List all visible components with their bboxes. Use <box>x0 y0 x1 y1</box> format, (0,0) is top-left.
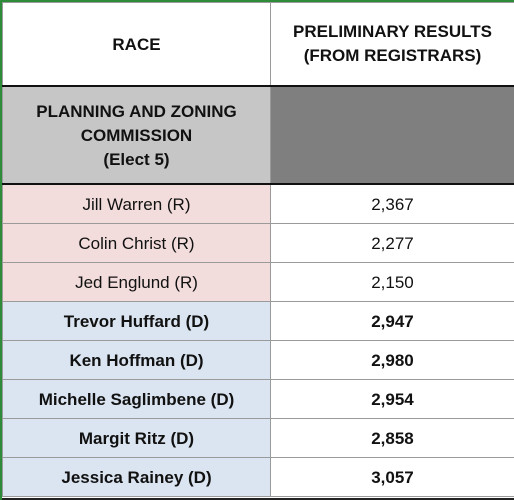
candidate-votes: 2,947 <box>270 301 514 341</box>
section-row: PLANNING AND ZONING COMMISSION (Elect 5) <box>2 85 514 185</box>
candidate-row: Colin Christ (R) 2,277 <box>2 223 514 263</box>
candidate-name: Colin Christ (R) <box>2 223 271 263</box>
candidate-votes: 2,954 <box>270 379 514 419</box>
candidate-name: Jessica Rainey (D) <box>2 457 271 497</box>
candidate-row: Trevor Huffard (D) 2,947 <box>2 301 514 341</box>
candidate-name: Margit Ritz (D) <box>2 418 271 458</box>
candidate-row: Jessica Rainey (D) 3,057 <box>2 457 514 497</box>
section-title-line1: PLANNING AND ZONING <box>36 102 237 121</box>
candidate-row: Margit Ritz (D) 2,858 <box>2 418 514 458</box>
candidate-name: Ken Hoffman (D) <box>2 340 271 380</box>
section-title-line3: (Elect 5) <box>103 150 170 169</box>
candidate-name: Michelle Saglimbene (D) <box>2 379 271 419</box>
candidate-votes: 2,858 <box>270 418 514 458</box>
candidate-name: Trevor Huffard (D) <box>2 301 271 341</box>
candidate-votes: 3,057 <box>270 457 514 497</box>
race-header: RACE <box>2 2 271 87</box>
section-shaded-cell <box>270 85 514 185</box>
candidate-row: Jed Englund (R) 2,150 <box>2 262 514 302</box>
header-row: RACE PRELIMINARY RESULTS (FROM REGISTRAR… <box>2 2 514 87</box>
candidate-row: Michelle Saglimbene (D) 2,954 <box>2 379 514 419</box>
candidate-name: Jill Warren (R) <box>2 183 271 224</box>
candidate-votes: 2,980 <box>270 340 514 380</box>
results-header-line2: (FROM REGISTRARS) <box>303 46 482 65</box>
candidate-row: Ken Hoffman (D) 2,980 <box>2 340 514 380</box>
results-header-line1: PRELIMINARY RESULTS <box>293 22 492 41</box>
candidate-votes: 2,277 <box>270 223 514 263</box>
section-title: PLANNING AND ZONING COMMISSION (Elect 5) <box>2 85 271 185</box>
candidate-name: Jed Englund (R) <box>2 262 271 302</box>
results-header: PRELIMINARY RESULTS (FROM REGISTRARS) <box>270 2 514 87</box>
candidate-votes: 2,367 <box>270 183 514 224</box>
candidate-row: Jill Warren (R) 2,367 <box>2 183 514 224</box>
bottom-border <box>2 498 514 500</box>
section-title-line2: COMMISSION <box>80 126 193 145</box>
candidate-votes: 2,150 <box>270 262 514 302</box>
